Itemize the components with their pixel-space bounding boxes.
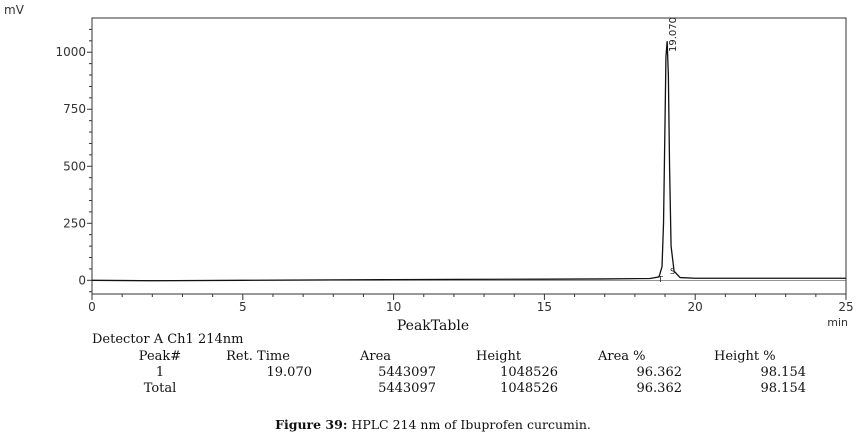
cell-total-height-pct: 98.154 <box>760 381 807 396</box>
y-tick-label: 500 <box>63 159 86 173</box>
cell-height-pct: 98.154 <box>760 365 807 380</box>
col-area-header: Area <box>360 349 440 365</box>
col-area-pct-header: Area % <box>598 349 678 365</box>
header-peak: Peak# <box>138 349 182 364</box>
x-unit-label: min <box>827 316 848 329</box>
x-tick-label: 0 <box>88 300 96 314</box>
detector-label: Detector A Ch1 214nm <box>92 332 244 347</box>
header-height: Height <box>476 349 522 364</box>
y-tick-label: 250 <box>63 216 86 230</box>
series-line-1 <box>91 41 846 282</box>
figure-caption: Figure 39: HPLC 214 nm of Ibuprofen curc… <box>0 417 866 432</box>
col-area: 5443097 5443097 <box>350 365 436 397</box>
col-area-pct: 96.362 96.362 <box>598 365 683 397</box>
figure-caption-label: Figure 39: <box>275 417 348 432</box>
col-ret-time: 19.070 <box>230 365 313 381</box>
col-ret-time-header: Ret. Time <box>210 349 306 365</box>
plot-frame <box>91 17 847 295</box>
x-tick-label: 15 <box>537 300 552 314</box>
chromatogram-chart: mV min 0 250 500 750 1000 0 5 10 15 20 25 19.070 TS <box>4 3 854 329</box>
figure-caption-text: HPLC 214 nm of Ibuprofen curcumin. <box>347 417 591 432</box>
chart-ticks: 0 250 500 750 1000 0 5 10 15 20 25 <box>55 28 854 314</box>
col-peak: Peak# 1 Total <box>120 349 200 397</box>
x-tick-label: 25 <box>838 300 853 314</box>
cell-total-label: Total <box>143 381 177 396</box>
header-height-pct: Height % <box>714 349 776 364</box>
header-area: Area <box>360 349 392 364</box>
chart-axes: mV min <box>4 3 848 329</box>
x-tick-label: 5 <box>239 300 247 314</box>
col-height-pct-header: Height % <box>714 349 804 365</box>
peak-annotation-label: 19.070 <box>668 17 679 52</box>
cell-area-pct: 96.362 <box>636 365 683 380</box>
cell-total-area: 5443097 <box>378 381 436 396</box>
peak-start-marker: T <box>657 275 663 284</box>
y-tick-label: 750 <box>63 102 86 116</box>
peak-end-marker: S <box>670 267 675 276</box>
col-height: 1048526 1048526 <box>466 365 558 397</box>
cell-ret-time: 19.070 <box>266 365 313 380</box>
cell-height: 1048526 <box>500 365 558 380</box>
x-tick-label: 10 <box>386 300 401 314</box>
y-tick-label: 0 <box>78 273 86 287</box>
header-area-pct: Area % <box>598 349 646 364</box>
peak-table-title: PeakTable <box>396 318 470 334</box>
cell-peak: 1 <box>155 365 165 380</box>
y-unit-label: mV <box>4 3 25 17</box>
col-height-pct: 98.154 98.154 <box>720 365 807 397</box>
cell-total-area-pct: 96.362 <box>636 381 683 396</box>
chart-marks: 19.070 TS <box>91 17 846 284</box>
header-ret-time: Ret. Time <box>226 349 290 364</box>
x-tick-label: 20 <box>688 300 703 314</box>
cell-area: 5443097 <box>378 365 436 380</box>
cell-total-height: 1048526 <box>500 381 558 396</box>
col-height-header: Height <box>476 349 556 365</box>
y-tick-label: 1000 <box>55 45 86 59</box>
